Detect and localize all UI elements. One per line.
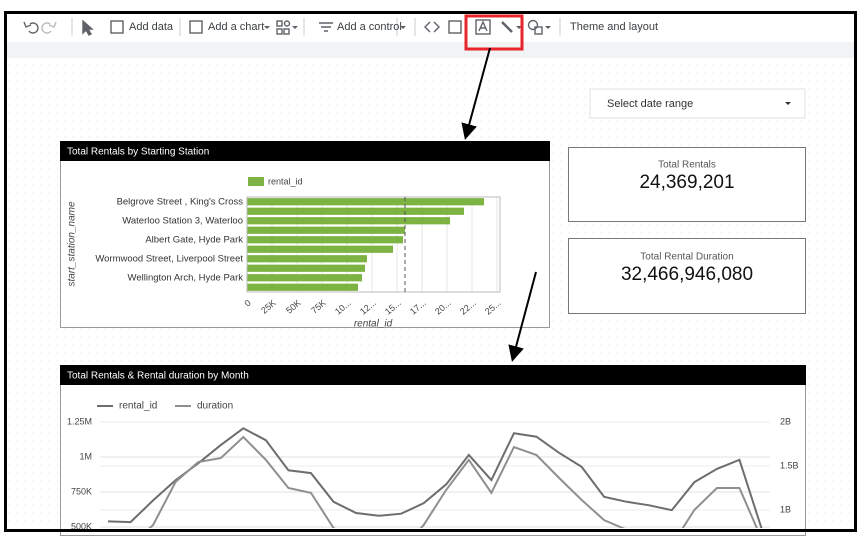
add-data[interactable]: Add data — [129, 21, 174, 33]
y2-tick-label: 1B — [780, 504, 791, 514]
y-tick-label: 750K — [71, 486, 92, 496]
scorecard-label: Total Rentals — [658, 160, 716, 171]
scorecard-value: 32,466,946,080 — [621, 264, 753, 285]
line-chart-title: Total Rentals & Rental duration by Month — [67, 371, 249, 382]
y-tick-label: 500K — [71, 521, 92, 531]
bar — [247, 226, 405, 234]
arrow — [508, 271, 537, 362]
x-tick-label: 0 — [243, 298, 253, 309]
arrow — [461, 47, 491, 140]
line-chart-header — [60, 365, 806, 385]
bar-chart-header — [60, 141, 550, 161]
date-range-label[interactable]: Select date range — [607, 98, 693, 110]
toolbar-strip — [6, 42, 855, 58]
highlight-box — [464, 14, 524, 51]
code-icon[interactable] — [424, 21, 440, 33]
control-icon[interactable] — [319, 22, 333, 32]
y-tick-label: Belgrove Street , King's Cross — [117, 196, 244, 207]
bar — [247, 198, 484, 206]
line-plot: 500K 750K 1M 1.25M 1B 1.5B 2B rental_id duration — [67, 401, 799, 532]
dropdown-arrow — [785, 102, 791, 105]
scorecard-value: 24,369,201 — [639, 172, 734, 193]
add-control[interactable]: Add a control — [337, 21, 402, 33]
lines — [107, 427, 763, 528]
toolbar — [23, 18, 561, 36]
image-icon[interactable] — [448, 20, 462, 34]
redo-icon[interactable] — [41, 21, 57, 34]
text-icon[interactable] — [475, 19, 491, 35]
y-tick-label: Albert Gate, Hyde Park — [145, 234, 243, 245]
select-icon[interactable] — [82, 19, 94, 36]
scorecard — [568, 238, 806, 314]
y-tick-label: Waterloo Station 3, Waterloo — [122, 215, 243, 226]
bar-chart-panel — [60, 141, 550, 328]
frame — [4, 11, 857, 532]
legend-swatch — [248, 177, 264, 186]
y-axis-title: start_station_name — [67, 201, 78, 286]
plot-border — [246, 196, 501, 293]
bar — [247, 283, 358, 291]
bar — [247, 255, 367, 263]
dropdown-arrows — [264, 26, 551, 29]
line-icon[interactable] — [501, 21, 513, 33]
y-tick-label: Wellington Arch, Hyde Park — [128, 272, 244, 283]
add-chart-icon[interactable] — [189, 20, 203, 34]
scorecard — [568, 147, 806, 222]
legend-label: duration — [197, 401, 233, 412]
scorecard-label: Total Rental Duration — [640, 252, 733, 263]
y2-tick-label: 2B — [780, 416, 791, 426]
bar — [247, 274, 362, 282]
bar — [247, 245, 393, 253]
x-axis-title: rental_id — [354, 319, 393, 330]
theme-layout[interactable]: Theme and layout — [570, 21, 658, 33]
bar — [247, 217, 450, 225]
date-range-control[interactable] — [589, 88, 806, 119]
legend-label: rental_id — [119, 401, 157, 412]
bar-chart-title: Total Rentals by Starting Station — [67, 147, 209, 158]
shape-icon[interactable] — [527, 19, 539, 31]
series-line — [148, 435, 758, 528]
bar — [247, 264, 365, 272]
bar-plot: 0 25K 50K 75K 10... 12... 15... 17... 20... 22...… — [95, 196, 502, 316]
bar — [247, 207, 464, 215]
add-chart[interactable]: Add a chart — [208, 21, 264, 33]
legend-label: rental_id — [268, 176, 303, 186]
add-data-icon[interactable] — [110, 20, 124, 34]
line-chart-panel — [60, 365, 806, 536]
series-line — [107, 427, 763, 528]
y-tick-label: 1M — [79, 451, 92, 461]
undo-icon[interactable] — [23, 21, 39, 34]
y2-tick-label: 1.5B — [780, 460, 799, 470]
bar — [247, 236, 403, 244]
separator — [71, 18, 561, 36]
community-icon[interactable] — [276, 20, 283, 27]
y-tick-label: Wormwood Street, Liverpool Street — [95, 253, 243, 264]
y-tick-label: 1.25M — [67, 416, 92, 426]
